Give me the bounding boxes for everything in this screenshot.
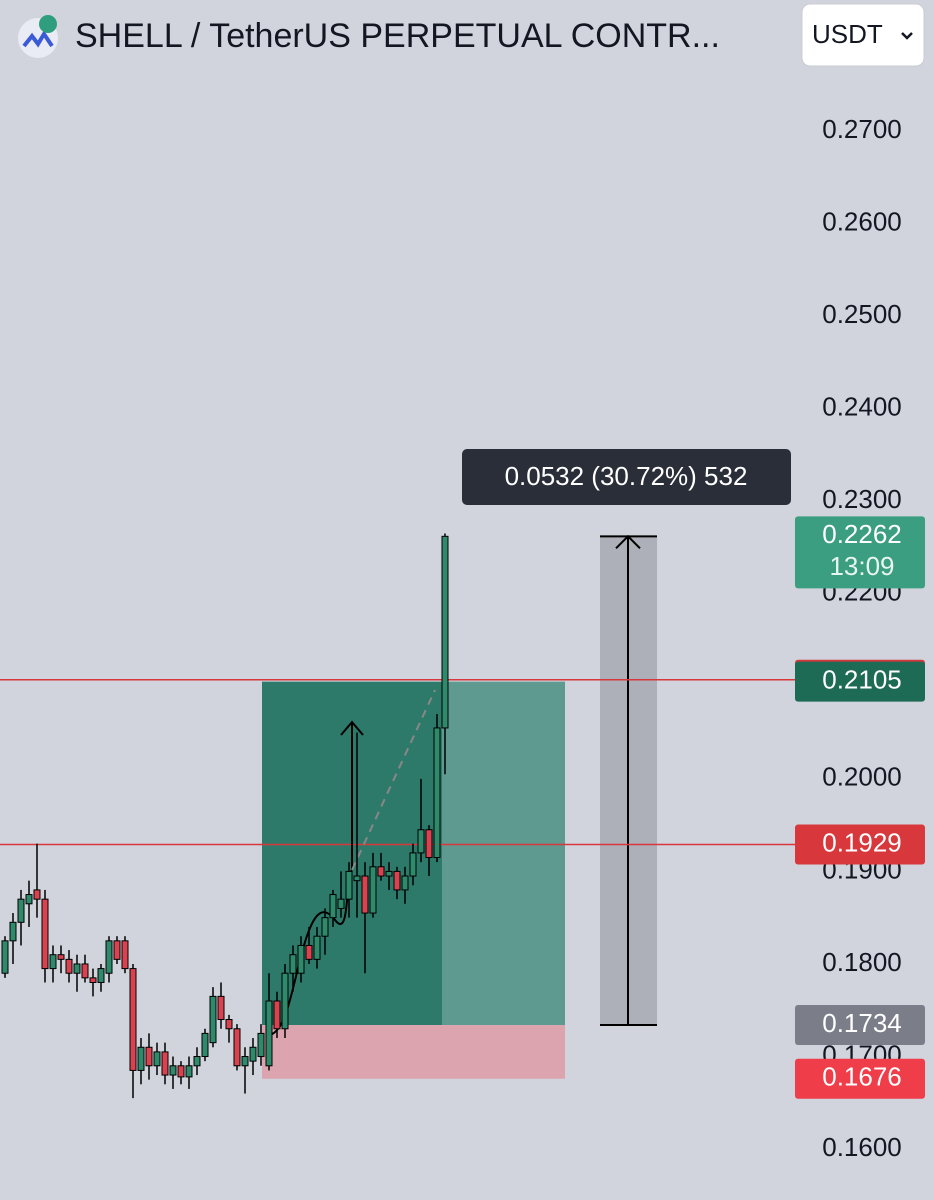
price-label: 0.1929 <box>822 827 902 857</box>
stop-zone <box>262 1025 565 1079</box>
y-tick-label: 0.1800 <box>822 947 902 977</box>
candle-body <box>337 898 345 909</box>
y-tick-label: 0.2000 <box>822 762 902 792</box>
candle-body <box>25 894 33 905</box>
candle-body <box>289 954 297 974</box>
candle-body <box>177 1065 185 1078</box>
candle-body <box>185 1065 193 1078</box>
candle-body <box>425 829 433 859</box>
chevron <box>901 32 913 40</box>
candle-body <box>329 894 337 919</box>
candle-body <box>41 898 49 970</box>
candle-body <box>393 870 401 891</box>
candle-body <box>369 866 377 914</box>
price-label-box <box>795 516 925 589</box>
dashed-line <box>351 689 436 871</box>
price-label-box <box>795 1005 925 1046</box>
y-tick-label: 0.2600 <box>822 206 902 236</box>
currency-button-label[interactable]: USDT <box>812 19 883 49</box>
candle-body <box>281 972 289 1030</box>
candle-body <box>57 954 65 960</box>
candle-body <box>129 968 137 1071</box>
candle-body <box>193 1056 201 1067</box>
candle-body <box>201 1032 209 1058</box>
candle-body <box>353 875 361 882</box>
y-tick-label: 0.2400 <box>822 391 902 421</box>
y-tick-label: 0.2500 <box>822 299 902 329</box>
countdown: 13:09 <box>829 551 894 581</box>
candle-body <box>153 1051 161 1067</box>
target-zone-ahead <box>442 681 565 1026</box>
candle-body <box>417 829 425 854</box>
candle-body <box>49 954 57 970</box>
candle-body <box>121 940 129 970</box>
measure-tooltip-text: 0.0532 (30.72%) 532 <box>505 461 748 491</box>
candle-body <box>209 995 217 1044</box>
currency-button[interactable] <box>801 3 925 67</box>
candle-body <box>137 1046 145 1071</box>
candle-body <box>145 1046 153 1067</box>
candle-body <box>233 1028 241 1067</box>
candle-body <box>401 875 409 891</box>
candle-body <box>361 875 369 914</box>
candle-body <box>217 995 225 1021</box>
candle-body <box>249 1046 257 1062</box>
candle-body <box>265 1000 273 1067</box>
candle-body <box>81 963 89 979</box>
price-label-box <box>795 661 925 702</box>
candle-body <box>73 963 81 974</box>
candle-body <box>313 935 321 960</box>
logo-mark <box>22 30 54 48</box>
candle-body <box>385 870 393 877</box>
candle-body <box>257 1032 265 1058</box>
candle-body <box>17 898 25 923</box>
candle-body <box>65 958 73 974</box>
drawing-arrowhead <box>340 720 364 736</box>
price-label: 0.1734 <box>822 1008 902 1038</box>
candle-body <box>97 968 105 983</box>
price-label: 0.1676 <box>822 1062 902 1092</box>
candle-body <box>297 944 305 974</box>
candle-body <box>169 1065 177 1076</box>
candle-body <box>345 870 353 900</box>
measure-arrowhead <box>615 534 641 550</box>
candle-body <box>433 727 441 859</box>
chart-title: SHELL / TetherUS PERPETUAL CONTR... <box>75 17 720 55</box>
candle-body <box>89 977 97 983</box>
candle-body <box>377 866 385 877</box>
candle-body <box>241 1056 249 1067</box>
candle-body <box>1 940 9 974</box>
coin-icon <box>39 15 57 33</box>
candle-body <box>33 889 41 900</box>
candle-body <box>273 1000 281 1030</box>
candle-body <box>225 1019 233 1030</box>
candle-body <box>9 921 17 942</box>
candle-body <box>113 940 121 960</box>
y-tick-label: 0.2700 <box>822 114 902 144</box>
candle-body <box>441 535 449 729</box>
price-label: 0.2105 <box>822 665 902 695</box>
candle-body <box>105 940 113 974</box>
candle-body <box>161 1051 169 1076</box>
price-label: 0.2262 <box>822 519 902 549</box>
price-label-box <box>795 1058 925 1099</box>
candle-body <box>409 852 417 877</box>
candle-body <box>305 944 313 960</box>
y-tick-label: 0.2300 <box>822 484 902 514</box>
price-label-box <box>795 824 925 865</box>
measure-tooltip <box>462 449 791 505</box>
candle-body <box>321 917 329 937</box>
y-tick-label: 0.1600 <box>822 1132 902 1162</box>
